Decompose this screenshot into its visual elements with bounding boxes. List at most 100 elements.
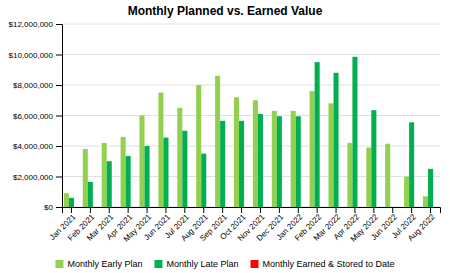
bar: [182, 131, 187, 207]
legend-item: Monthly Early Plan: [55, 259, 142, 269]
legend-label: Monthly Earned & Stored to Date: [263, 259, 395, 269]
tick-mark: [109, 207, 110, 213]
grid-line: [62, 54, 440, 55]
bar: [277, 116, 282, 207]
grid-line: [62, 85, 440, 86]
axis-line: [63, 208, 441, 214]
bar: [352, 57, 357, 207]
legend-label: Monthly Late Plan: [166, 259, 238, 269]
tick-mark: [241, 207, 242, 213]
bar: [145, 146, 150, 207]
bar: [272, 111, 277, 207]
bar: [215, 76, 220, 207]
bar: [366, 148, 371, 207]
tick-label: $4,000,000: [13, 142, 54, 151]
bar: [253, 100, 258, 207]
tick-label: $8,000,000: [13, 81, 54, 90]
bar: [107, 161, 112, 207]
bar: [390, 207, 395, 208]
bar: [88, 182, 93, 207]
tick-mark: [373, 207, 374, 213]
bars: [64, 57, 433, 207]
tick: Aug 2022: [406, 207, 437, 243]
bar: [334, 73, 339, 207]
bar: [428, 169, 433, 207]
bar: [234, 97, 239, 207]
tick-mark: [56, 207, 62, 208]
tick-mark: [260, 207, 261, 213]
legend-item: Monthly Earned & Stored to Date: [251, 259, 395, 269]
grid: [62, 24, 440, 207]
bar: [371, 110, 376, 207]
tick-mark: [147, 207, 148, 213]
tick-mark: [298, 207, 299, 213]
tick-mark: [56, 146, 62, 147]
tick-label: $0: [44, 203, 53, 212]
title: Monthly Planned vs. Earned Value: [128, 4, 323, 18]
tick-mark: [317, 207, 318, 213]
tick-mark: [392, 207, 393, 213]
tick-mark: [354, 207, 355, 213]
y-axis: $0 $2,000,000 $4,000,000 $6,000,000 $8,000,0…: [9, 20, 63, 212]
legend-swatch: [251, 260, 259, 268]
bar: [423, 196, 428, 207]
grid-line: [62, 146, 440, 147]
bar: [64, 193, 69, 207]
series: [64, 76, 428, 207]
bar: [385, 144, 390, 207]
tick: $2,000,000: [13, 173, 62, 182]
bar: [291, 111, 296, 207]
tick-mark: [56, 116, 62, 117]
grid-line: [62, 176, 440, 177]
tick-mark: [203, 207, 204, 213]
tick: $6,000,000: [13, 112, 62, 121]
tick-mark: [56, 85, 62, 86]
bar: [177, 108, 182, 207]
bar: [83, 149, 88, 207]
bar: [158, 93, 163, 207]
tick-mark: [165, 207, 166, 213]
bar: [74, 207, 79, 208]
tick: $10,000,000: [9, 51, 63, 60]
tick-mark: [222, 207, 223, 213]
bar: [201, 154, 206, 207]
tick-label: Aug 2022: [406, 212, 437, 243]
x-axis: Jan 2021Feb 2021Mar 2021Apr 2021May 2021…: [48, 207, 441, 244]
bar: [126, 156, 131, 207]
legend-label: Monthly Early Plan: [67, 259, 142, 269]
tick-mark: [90, 207, 91, 213]
tick-mark: [56, 55, 62, 56]
legend: Monthly Early Plan Monthly Late Plan Month…: [55, 259, 394, 269]
axis-line: [56, 25, 63, 208]
bar: [296, 116, 301, 207]
bar: [102, 143, 107, 207]
bar: [347, 143, 352, 207]
series: [69, 57, 433, 207]
tick: $12,000,000: [9, 20, 63, 29]
tick-mark: [184, 207, 185, 213]
tick: $0: [44, 203, 62, 212]
bar: [409, 122, 414, 207]
tick-mark: [279, 207, 280, 213]
bar: [163, 138, 168, 207]
grid-line: [62, 115, 440, 116]
tick-label: $10,000,000: [9, 51, 54, 60]
tick-label: $12,000,000: [9, 20, 54, 29]
legend-swatch: [154, 260, 162, 268]
bar: [258, 114, 263, 207]
chart: Monthly Planned vs. Earned Value $0 $2,000…: [0, 0, 450, 273]
legend-item: Monthly Late Plan: [154, 259, 238, 269]
tick-label: $2,000,000: [13, 173, 54, 182]
bar: [239, 121, 244, 207]
tick: $8,000,000: [13, 81, 62, 90]
tick-mark: [56, 24, 62, 25]
bar: [69, 198, 74, 207]
bar: [328, 103, 333, 207]
legend-swatch: [55, 260, 63, 268]
bar: [139, 116, 144, 208]
bar: [315, 62, 320, 207]
tick-label: $6,000,000: [13, 112, 54, 121]
grid-line: [62, 24, 440, 25]
tick-mark: [430, 207, 431, 213]
bar: [310, 91, 315, 207]
